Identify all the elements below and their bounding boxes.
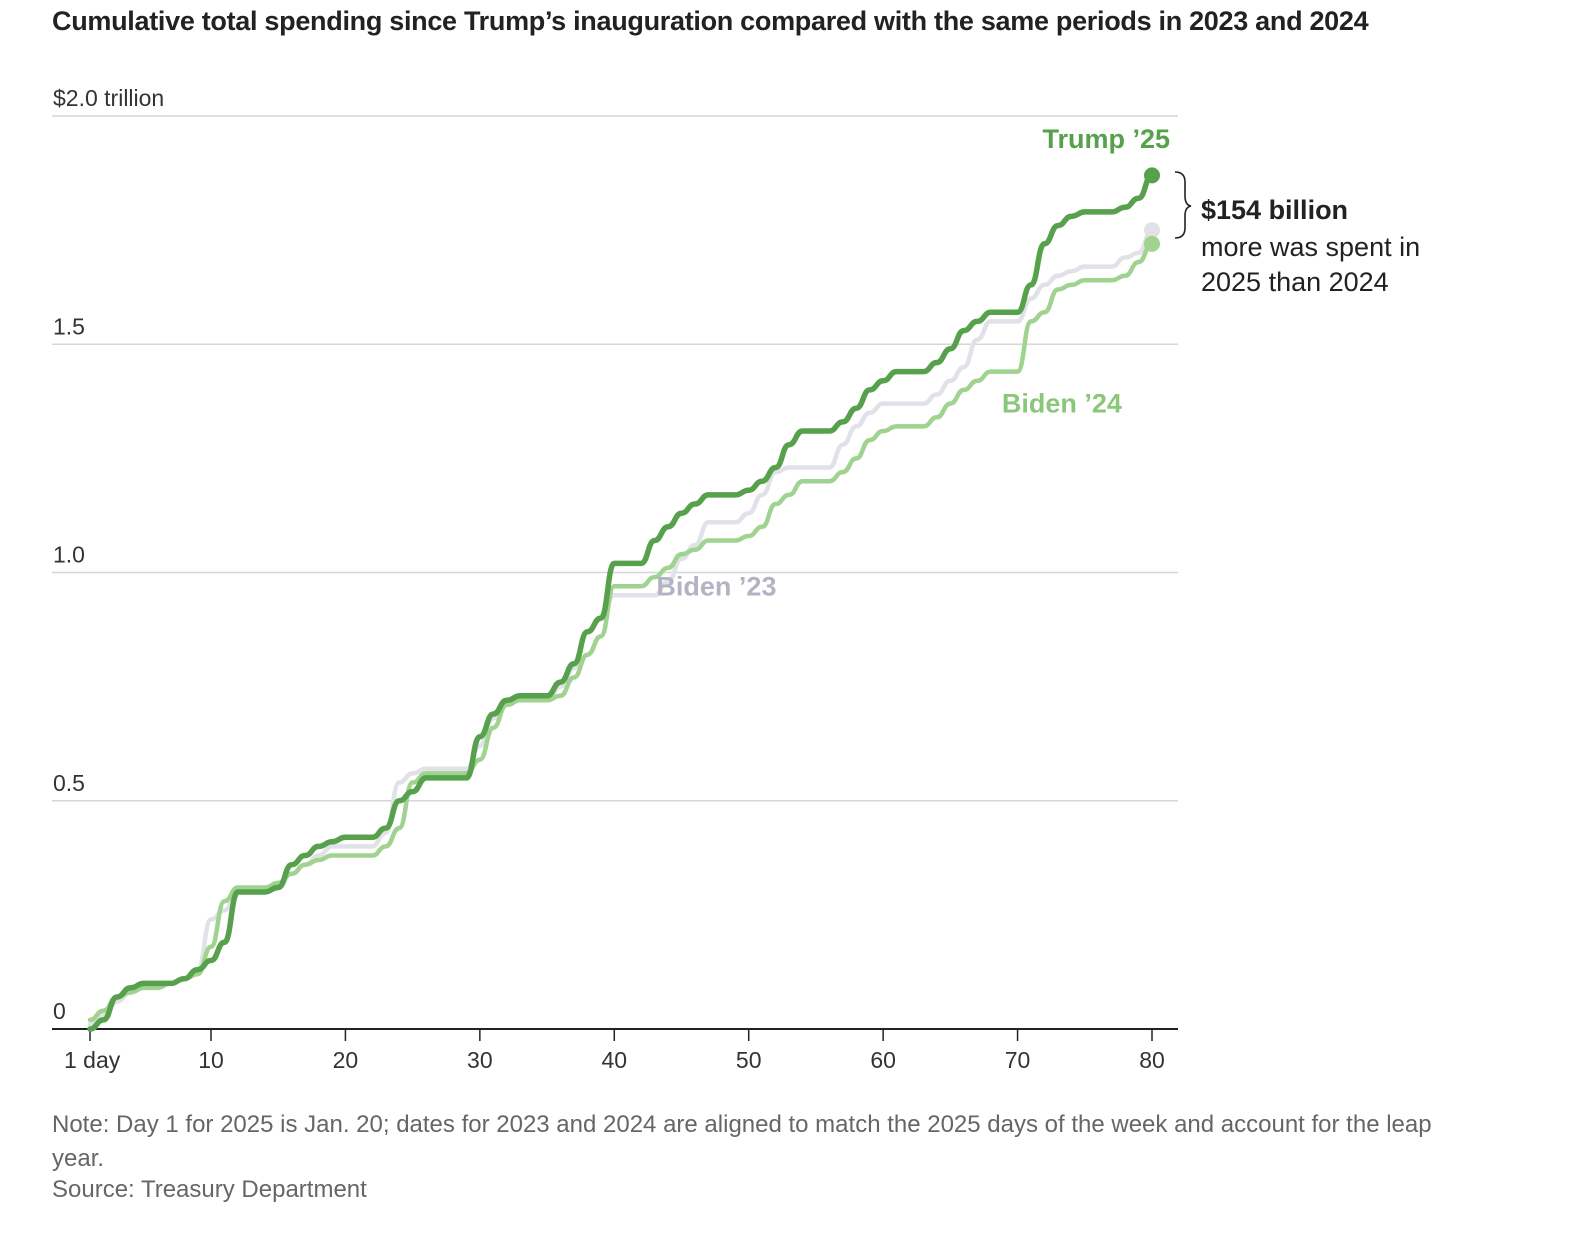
x-tick-label: 60 — [870, 1047, 896, 1073]
x-tick-label: 80 — [1139, 1047, 1165, 1073]
series-label-biden23: Biden ’23 — [656, 571, 776, 601]
endpoint-dot-trump25 — [1144, 167, 1160, 184]
series-labels: Biden ’23 Biden ’24 Trump ’25 — [656, 124, 1170, 601]
x-tick-label: 30 — [467, 1047, 493, 1073]
series-label-trump25: Trump ’25 — [1043, 124, 1171, 154]
endpoint-dot-biden24 — [1144, 235, 1160, 252]
series-label-biden24: Biden ’24 — [1002, 389, 1122, 419]
series-line-biden23 — [87, 227, 1155, 1027]
y-tick-label: 0.5 — [53, 770, 85, 796]
annotation-line-1: more was spent in — [1201, 232, 1420, 262]
difference-annotation: $154 billion more was spent in 2025 than… — [1174, 171, 1420, 297]
x-tick-label: 10 — [198, 1047, 224, 1073]
annotation-brace — [1174, 171, 1192, 239]
series-endpoints — [1144, 167, 1160, 252]
y-tick-label: 1.0 — [53, 542, 85, 568]
y-tick-label: 0 — [53, 998, 66, 1024]
annotation-amount: $154 billion — [1201, 195, 1348, 225]
chart-title: Cumulative total spending since Trump’s … — [52, 6, 1369, 36]
y-tick-label: $2.0 trillion — [53, 85, 164, 111]
x-tick-label: 1 day — [64, 1047, 121, 1073]
series-line-biden24 — [87, 241, 1155, 1023]
x-tick-label: 70 — [1005, 1047, 1031, 1073]
chart-note: Note: Day 1 for 2025 is Jan. 20; dates f… — [52, 1111, 1432, 1172]
annotation-line-2: 2025 than 2024 — [1201, 267, 1389, 297]
series-lines — [87, 172, 1155, 1032]
chart-source: Source: Treasury Department — [52, 1176, 367, 1203]
endpoint-dot-biden23 — [1144, 222, 1160, 239]
x-axis: 1 day 10 20 30 40 50 60 70 80 — [52, 1028, 1178, 1073]
grid-lines — [52, 115, 1178, 802]
x-tick-label: 50 — [736, 1047, 762, 1073]
y-tick-label: 1.5 — [53, 313, 85, 339]
x-tick-label: 20 — [333, 1047, 359, 1073]
y-axis-labels: 0 0.5 1.0 1.5 $2.0 trillion — [53, 85, 164, 1024]
x-tick-label: 40 — [601, 1047, 627, 1073]
series-line-trump25 — [87, 172, 1155, 1032]
